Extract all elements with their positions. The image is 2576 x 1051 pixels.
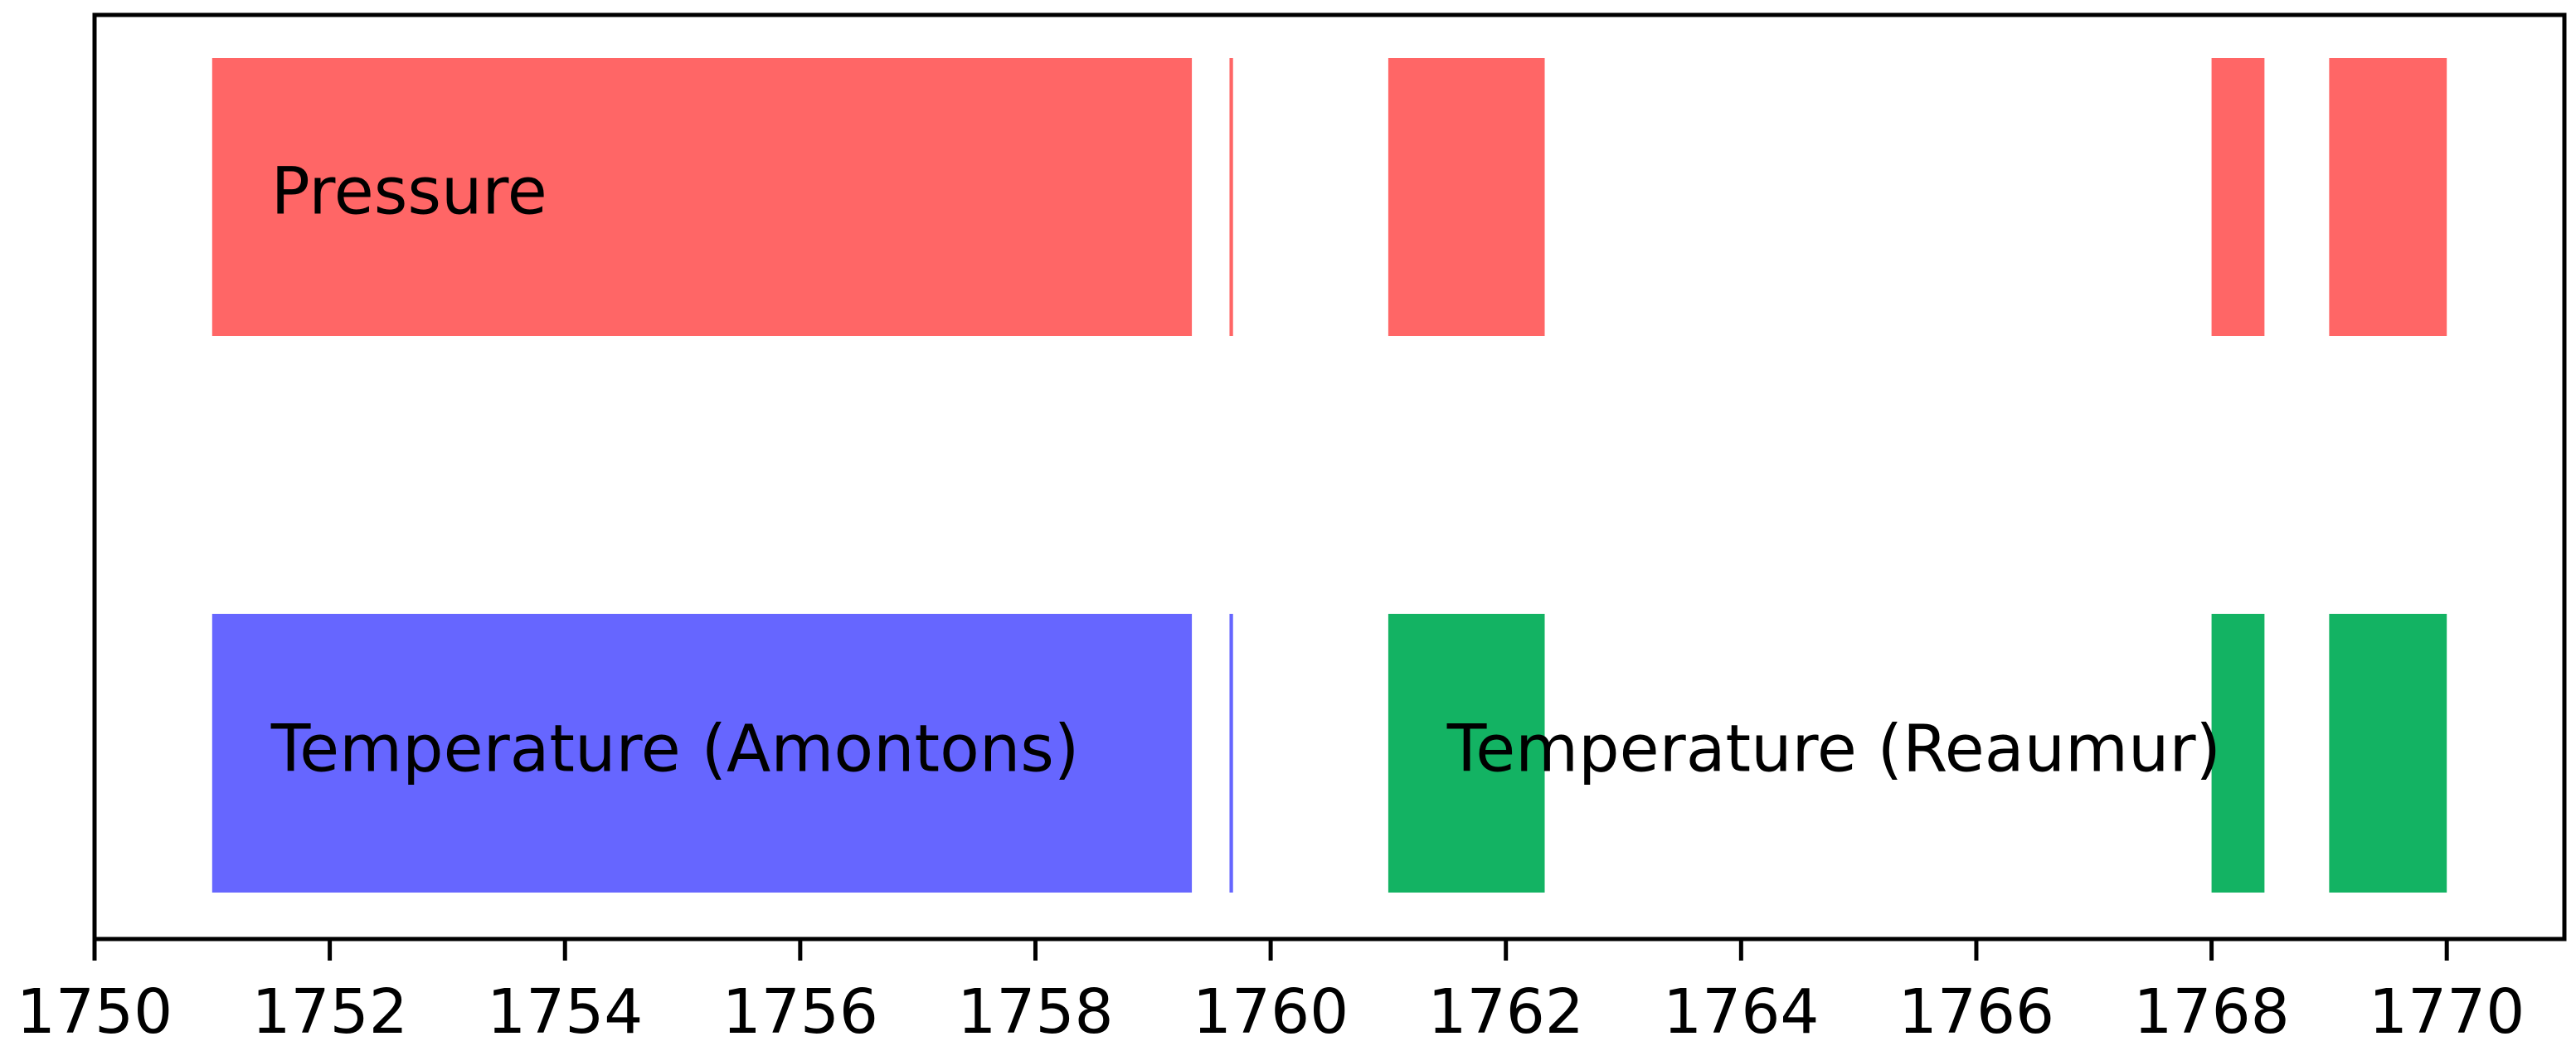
temperature-segment-1 bbox=[211, 614, 1193, 893]
pressure-segment-1 bbox=[211, 58, 1193, 336]
x-tick-label: 1762 bbox=[1428, 976, 1584, 1048]
pressure-label-1: Pressure bbox=[271, 154, 547, 229]
x-tick-label: 1752 bbox=[251, 976, 407, 1048]
temperature-segment-2 bbox=[1229, 614, 1233, 893]
x-tick-label: 1764 bbox=[1663, 976, 1819, 1048]
temperature-segment-5 bbox=[2329, 614, 2447, 893]
pressure-segment-5 bbox=[2329, 58, 2447, 336]
x-tick-label: 1760 bbox=[1193, 976, 1349, 1048]
temperature-segment-3 bbox=[1388, 614, 1545, 893]
bar-labels-layer: Pressure Temperature (Amontons) Temperatur… bbox=[270, 154, 2221, 786]
bars-layer bbox=[211, 58, 2447, 893]
temperature-segment-4 bbox=[2211, 614, 2265, 893]
x-tick-label: 1766 bbox=[1898, 976, 2054, 1048]
x-tick-label: 1756 bbox=[722, 976, 878, 1048]
x-tick-label: 1758 bbox=[957, 976, 1113, 1048]
plot-frame bbox=[92, 12, 2567, 942]
pressure-segment-2 bbox=[1229, 58, 1233, 336]
x-tick-label: 1750 bbox=[17, 976, 173, 1048]
x-tick-label: 1768 bbox=[2133, 976, 2289, 1048]
pressure-segment-3 bbox=[1388, 58, 1545, 336]
x-tick-label: 1754 bbox=[487, 976, 643, 1048]
temperature-label-1: Temperature (Amontons) bbox=[270, 712, 1080, 786]
x-axis: 1750 1752 1754 1756 1758 1760 1762 1764 1766 1768… bbox=[17, 939, 2525, 1048]
temperature-label-2: Temperature (Reaumur) bbox=[1446, 712, 2221, 786]
pressure-segment-4 bbox=[2211, 58, 2265, 336]
x-tick-label: 1770 bbox=[2369, 976, 2525, 1048]
